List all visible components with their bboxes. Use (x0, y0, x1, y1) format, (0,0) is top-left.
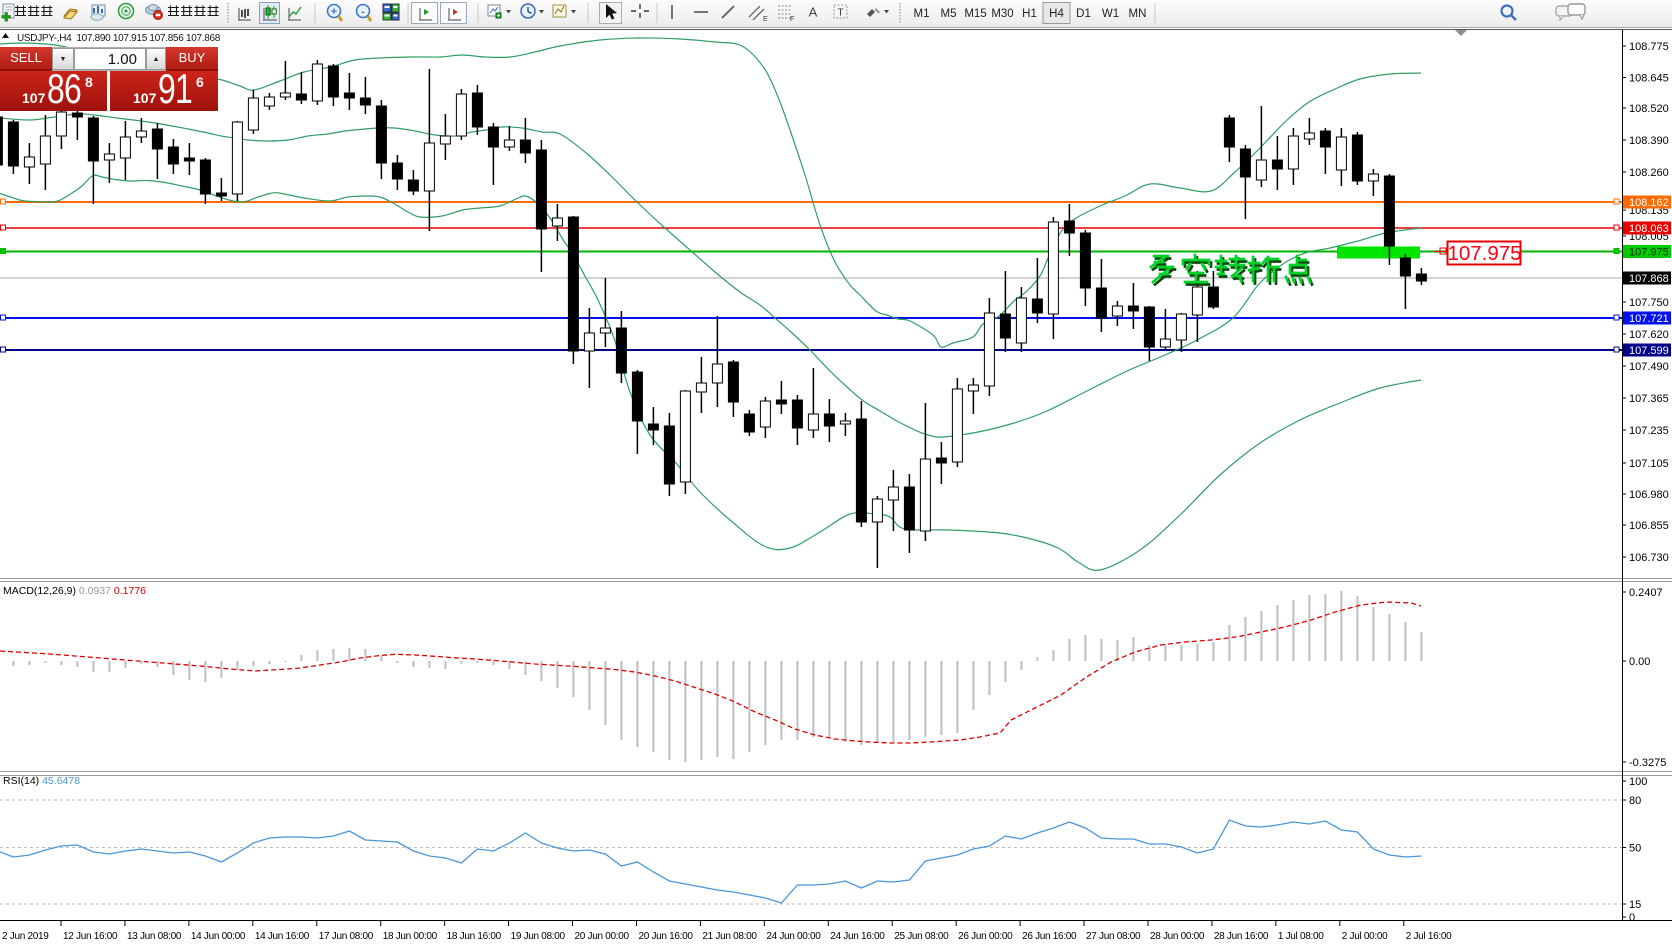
svg-text:24 Jun 00:00: 24 Jun 00:00 (766, 931, 821, 942)
svg-text:28 Jun 00:00: 28 Jun 00:00 (1150, 931, 1205, 942)
svg-text:MN: MN (1129, 8, 1147, 20)
svg-text:A: A (809, 5, 818, 20)
svg-text:19 Jun 08:00: 19 Jun 08:00 (511, 931, 566, 942)
svg-text:D1: D1 (1076, 8, 1091, 20)
svg-text:107.868: 107.868 (1629, 273, 1669, 285)
svg-text:M5: M5 (941, 8, 957, 20)
svg-text:26 Jun 16:00: 26 Jun 16:00 (1022, 931, 1077, 942)
svg-text:13 Jun 08:00: 13 Jun 08:00 (127, 931, 182, 942)
svg-text:0.2407: 0.2407 (1629, 587, 1663, 599)
svg-text:20 Jun 16:00: 20 Jun 16:00 (638, 931, 693, 942)
svg-text:25 Jun 08:00: 25 Jun 08:00 (894, 931, 949, 942)
svg-text:50: 50 (1629, 843, 1641, 855)
svg-text:108.260: 108.260 (1629, 167, 1669, 179)
svg-text:T: T (837, 8, 843, 19)
svg-text:15: 15 (1629, 899, 1641, 911)
svg-text:107.490: 107.490 (1629, 361, 1669, 373)
svg-text:H1: H1 (1022, 8, 1037, 20)
svg-text:17 Jun 08:00: 17 Jun 08:00 (319, 931, 374, 942)
svg-text:108.645: 108.645 (1629, 73, 1669, 85)
svg-text:108.063: 108.063 (1629, 223, 1669, 235)
svg-text:2 Jun 2019: 2 Jun 2019 (2, 931, 49, 942)
svg-text:18 Jun 16:00: 18 Jun 16:00 (447, 931, 502, 942)
svg-text:107.975: 107.975 (1447, 242, 1521, 265)
svg-text:RSI(14) 45.6478: RSI(14) 45.6478 (3, 775, 80, 787)
svg-text:14 Jun 16:00: 14 Jun 16:00 (255, 931, 310, 942)
svg-text:107.750: 107.750 (1629, 297, 1669, 309)
svg-text:+: + (331, 6, 337, 18)
svg-text:18 Jun 00:00: 18 Jun 00:00 (383, 931, 438, 942)
svg-text:0.00: 0.00 (1629, 656, 1650, 668)
svg-text:108.520: 108.520 (1629, 103, 1669, 115)
svg-text:1 Jul 08:00: 1 Jul 08:00 (1278, 931, 1324, 942)
svg-text:107.365: 107.365 (1629, 393, 1669, 405)
svg-text:H4: H4 (1049, 8, 1064, 20)
svg-text:20 Jun 00:00: 20 Jun 00:00 (575, 931, 630, 942)
svg-text:W1: W1 (1102, 8, 1119, 20)
svg-text:M1: M1 (914, 8, 930, 20)
svg-text:108.775: 108.775 (1629, 41, 1669, 53)
svg-text:108.390: 108.390 (1629, 135, 1669, 147)
svg-text:MACD(12,26,9) 0.0937 0.1776: MACD(12,26,9) 0.0937 0.1776 (3, 585, 146, 597)
svg-text:107.105: 107.105 (1629, 458, 1669, 470)
svg-text:USDJPY-,H4 107.890 107.915 10: USDJPY-,H4 107.890 107.915 107.856 107.8… (17, 33, 221, 44)
svg-text:2 Jul 00:00: 2 Jul 00:00 (1342, 931, 1388, 942)
svg-text:107.235: 107.235 (1629, 425, 1669, 437)
svg-text:106.730: 106.730 (1629, 552, 1669, 564)
svg-text:80: 80 (1629, 795, 1641, 807)
svg-text:106.980: 106.980 (1629, 489, 1669, 501)
svg-text:107.599: 107.599 (1629, 345, 1669, 357)
svg-text:107.975: 107.975 (1629, 247, 1669, 259)
svg-text:26 Jun 00:00: 26 Jun 00:00 (958, 931, 1013, 942)
svg-text:14 Jun 00:00: 14 Jun 00:00 (191, 931, 246, 942)
svg-text:107.620: 107.620 (1629, 329, 1669, 341)
svg-text:M15: M15 (964, 8, 986, 20)
svg-text:106.855: 106.855 (1629, 520, 1669, 532)
svg-text:24 Jun 16:00: 24 Jun 16:00 (830, 931, 885, 942)
svg-text:E: E (763, 16, 768, 23)
svg-text:12 Jun 16:00: 12 Jun 16:00 (63, 931, 118, 942)
svg-text:100: 100 (1629, 776, 1647, 788)
svg-text:2 Jul 16:00: 2 Jul 16:00 (1406, 931, 1452, 942)
svg-text:108.162: 108.162 (1629, 197, 1669, 209)
svg-text:21 Jun 08:00: 21 Jun 08:00 (702, 931, 757, 942)
svg-text:-0.3275: -0.3275 (1629, 757, 1666, 769)
svg-text:F: F (790, 16, 794, 23)
svg-text:28 Jun 16:00: 28 Jun 16:00 (1214, 931, 1269, 942)
svg-text:0: 0 (1629, 912, 1635, 924)
svg-text:107.721: 107.721 (1629, 313, 1669, 325)
svg-text:27 Jun 08:00: 27 Jun 08:00 (1086, 931, 1141, 942)
svg-text:M30: M30 (991, 8, 1013, 20)
svg-text:-: - (361, 6, 365, 18)
